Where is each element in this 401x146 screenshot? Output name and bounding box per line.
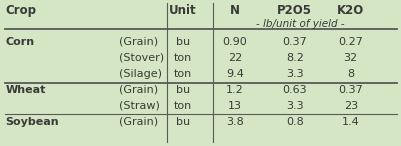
Text: (Grain): (Grain) — [119, 85, 158, 95]
Text: (Silage): (Silage) — [119, 69, 162, 79]
Text: Corn: Corn — [5, 37, 34, 47]
Text: - lb/unit of yield -: - lb/unit of yield - — [256, 19, 344, 29]
Text: 1.2: 1.2 — [225, 85, 243, 95]
Text: 0.63: 0.63 — [282, 85, 306, 95]
Text: 32: 32 — [343, 53, 357, 63]
Text: 0.8: 0.8 — [285, 117, 303, 127]
Text: N: N — [229, 4, 239, 17]
Text: (Straw): (Straw) — [119, 101, 160, 111]
Text: 3.3: 3.3 — [285, 69, 303, 79]
Text: bu: bu — [176, 117, 190, 127]
Text: 13: 13 — [227, 101, 241, 111]
Text: Crop: Crop — [5, 4, 36, 17]
Text: (Grain): (Grain) — [119, 117, 158, 127]
Text: 23: 23 — [343, 101, 357, 111]
Text: K2O: K2O — [336, 4, 363, 17]
Text: 3.3: 3.3 — [285, 101, 303, 111]
Text: 22: 22 — [227, 53, 241, 63]
Text: 8: 8 — [346, 69, 353, 79]
Text: 1.4: 1.4 — [341, 117, 358, 127]
Text: Unit: Unit — [169, 4, 196, 17]
Text: 0.27: 0.27 — [337, 37, 362, 47]
Text: ton: ton — [174, 101, 192, 111]
Text: bu: bu — [176, 85, 190, 95]
Text: 0.90: 0.90 — [222, 37, 247, 47]
Text: 9.4: 9.4 — [225, 69, 243, 79]
Text: P2O5: P2O5 — [277, 4, 312, 17]
Text: Wheat: Wheat — [5, 85, 46, 95]
Text: (Stover): (Stover) — [119, 53, 164, 63]
Text: bu: bu — [176, 37, 190, 47]
Text: (Grain): (Grain) — [119, 37, 158, 47]
Text: ton: ton — [174, 53, 192, 63]
Text: 0.37: 0.37 — [282, 37, 306, 47]
Text: 0.37: 0.37 — [338, 85, 362, 95]
Text: Soybean: Soybean — [5, 117, 59, 127]
Text: ton: ton — [174, 69, 192, 79]
Text: 3.8: 3.8 — [225, 117, 243, 127]
Text: 8.2: 8.2 — [285, 53, 303, 63]
